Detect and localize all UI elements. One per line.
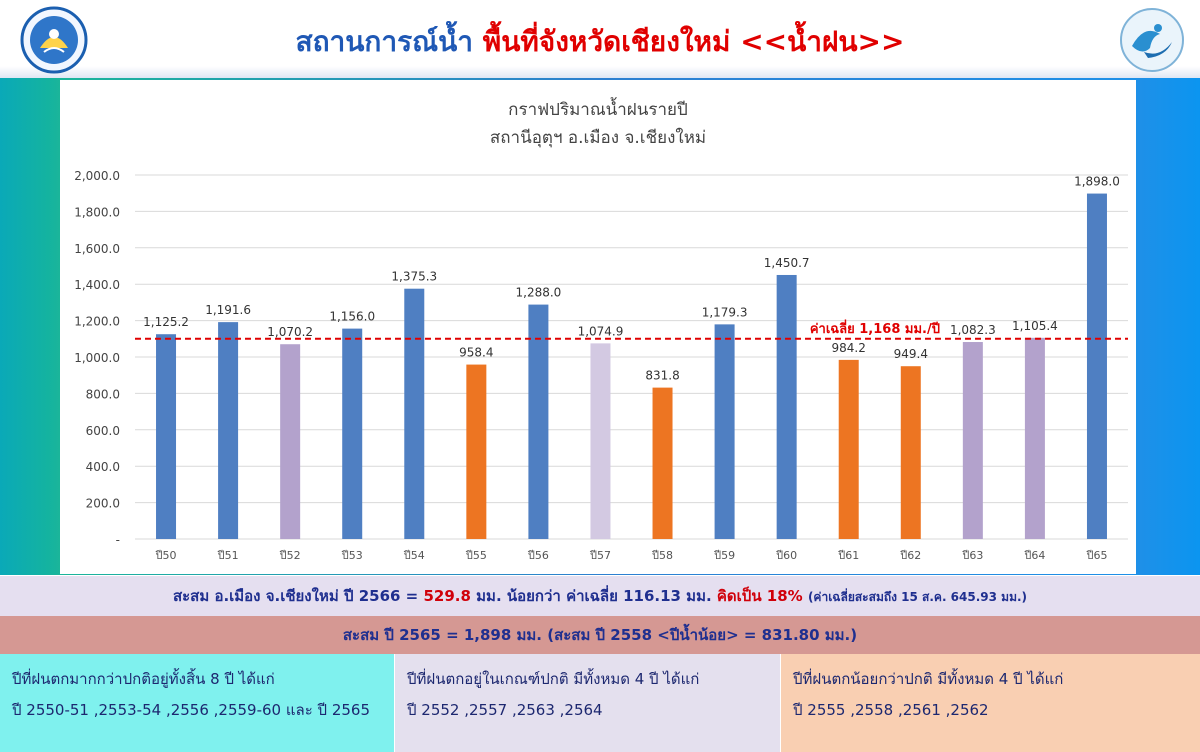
- x-tick-label: ปี51: [217, 549, 239, 562]
- x-tick-label: ปี64: [1023, 549, 1045, 562]
- y-tick-label: 800.0: [86, 387, 120, 401]
- data-label: 1,898.0: [1074, 175, 1120, 189]
- y-tick-label: 1,200.0: [74, 315, 120, 329]
- bar: [776, 274, 797, 539]
- above-normal-heading: ปีที่ฝนตกมากกว่าปกติอยู่ทั้งสิ้น 8 ปี ได…: [12, 670, 275, 688]
- x-tick-label: ปี58: [651, 549, 673, 562]
- y-tick-label: 2,000.0: [74, 169, 120, 183]
- chart-panel: กราฟปริมาณน้ำฝนรายปี สถานีอุตุฯ อ.เมือง …: [60, 80, 1136, 574]
- summary-row-2566: สะสม อ.เมือง จ.เชียงใหม่ ปี 2566 = 529.8…: [0, 576, 1200, 616]
- chart-subtitle: สถานีอุตุฯ อ.เมือง จ.เชียงใหม่: [489, 128, 707, 148]
- below-normal-box: ปีที่ฝนตกน้อยกว่าปกติ มีทั้งหมด 4 ปี ได้…: [780, 654, 1200, 752]
- data-label: 1,082.3: [950, 323, 996, 337]
- data-label: 831.8: [645, 369, 679, 383]
- normal-box: ปีที่ฝนตกอยู่ในเกณฑ์ปกติ มีทั้งหมด 4 ปี …: [394, 654, 780, 752]
- bar: [652, 387, 673, 539]
- x-tick-label: ปี52: [279, 549, 301, 562]
- header: สถานการณ์น้ำ พื้นที่จังหวัดเชียงใหม่ <<น…: [0, 0, 1200, 78]
- x-tick-label: ปี61: [837, 549, 859, 562]
- data-label: 949.4: [894, 347, 928, 361]
- x-tick-label: ปี53: [341, 549, 363, 562]
- row1-main: สะสม อ.เมือง จ.เชียงใหม่ ปี 2566 =: [172, 587, 419, 605]
- below-normal-heading: ปีที่ฝนตกน้อยกว่าปกติ มีทั้งหมด 4 ปี ได้…: [793, 670, 1064, 688]
- summary-row-2565: สะสม ปี 2565 = 1,898 มม. (สะสม ปี 2558 <…: [0, 616, 1200, 654]
- above-normal-years: ปี 2550-51 ,2553-54 ,2556 ,2559-60 และ ป…: [12, 701, 371, 719]
- bar: [466, 364, 487, 539]
- data-label: 1,450.7: [764, 256, 810, 270]
- swoc-logo-icon: [1120, 8, 1184, 72]
- x-tick-label: ปี57: [589, 549, 611, 562]
- y-tick-label: 1,000.0: [74, 351, 120, 365]
- y-tick-label: 1,400.0: [74, 278, 120, 292]
- y-tick-label: 400.0: [86, 460, 120, 474]
- row1-value: 529.8: [423, 587, 471, 605]
- data-label: 1,179.3: [702, 305, 748, 319]
- bar: [156, 334, 177, 539]
- bar: [218, 322, 239, 539]
- y-tick-label: 200.0: [86, 497, 120, 511]
- x-tick-label: ปี65: [1085, 549, 1107, 562]
- bar: [280, 344, 301, 539]
- data-label: 1,156.0: [329, 310, 375, 324]
- data-label: 1,288.0: [516, 286, 562, 300]
- bar: [1024, 337, 1045, 539]
- y-tick-label: 1,600.0: [74, 242, 120, 256]
- x-tick-label: ปี50: [154, 549, 176, 562]
- bar: [962, 342, 983, 539]
- average-label: ค่าเฉลี่ย 1,168 มม./ปี: [810, 319, 940, 337]
- y-tick-label: 1,800.0: [74, 205, 120, 219]
- data-label: 984.2: [832, 341, 866, 355]
- bar-chart: - 200.0 400.0 600.0 800.0 1,000.0 1,200.0 1,400…: [74, 169, 1128, 562]
- bar: [838, 359, 859, 539]
- title-part-2: พื้นที่จังหวัดเชียงใหม่ <<น้ำฝน>>: [482, 25, 905, 58]
- row1-note: (ค่าเฉลี่ยสะสมถึง 15 ส.ค. 645.93 มม.): [807, 590, 1028, 604]
- bar: [404, 288, 425, 539]
- x-tick-label: ปี63: [961, 549, 983, 562]
- bar: [1086, 193, 1107, 539]
- data-label: 1,070.2: [267, 325, 313, 339]
- x-tick-label: ปี59: [713, 549, 735, 562]
- data-label: 958.4: [459, 346, 493, 360]
- above-normal-box: ปีที่ฝนตกมากกว่าปกติอยู่ทั้งสิ้น 8 ปี ได…: [0, 654, 394, 752]
- below-normal-years: ปี 2555 ,2558 ,2561 ,2562: [793, 701, 989, 719]
- bar: [590, 343, 611, 539]
- y-tick-label: -: [116, 533, 120, 547]
- data-label: 1,191.6: [205, 303, 251, 317]
- row1-mid: มม. น้อยกว่า ค่าเฉลี่ย 116.13 มม.: [476, 587, 712, 605]
- page-title: สถานการณ์น้ำ พื้นที่จังหวัดเชียงใหม่ <<น…: [200, 20, 1000, 64]
- data-label: 1,074.9: [578, 324, 624, 338]
- bar: [342, 328, 363, 539]
- x-tick-label: ปี54: [403, 549, 425, 562]
- data-label: 1,375.3: [391, 270, 437, 284]
- data-label: 1,105.4: [1012, 319, 1058, 333]
- x-tick-label: ปี60: [775, 549, 797, 562]
- normal-years: ปี 2552 ,2557 ,2563 ,2564: [407, 701, 603, 719]
- title-part-1: สถานการณ์น้ำ: [295, 25, 473, 58]
- bar: [714, 324, 735, 539]
- x-tick-label: ปี56: [527, 549, 549, 562]
- chart-title: กราฟปริมาณน้ำฝนรายปี: [508, 100, 688, 120]
- row1-percent: คิดเป็น 18%: [716, 587, 803, 605]
- x-tick-label: ปี62: [899, 549, 921, 562]
- y-tick-label: 600.0: [86, 424, 120, 438]
- bar: [528, 304, 549, 539]
- bar: [900, 366, 921, 539]
- rid-logo-icon: [20, 6, 88, 74]
- x-tick-label: ปี55: [465, 549, 487, 562]
- normal-heading: ปีที่ฝนตกอยู่ในเกณฑ์ปกติ มีทั้งหมด 4 ปี …: [407, 670, 700, 688]
- data-label: 1,125.2: [143, 315, 189, 329]
